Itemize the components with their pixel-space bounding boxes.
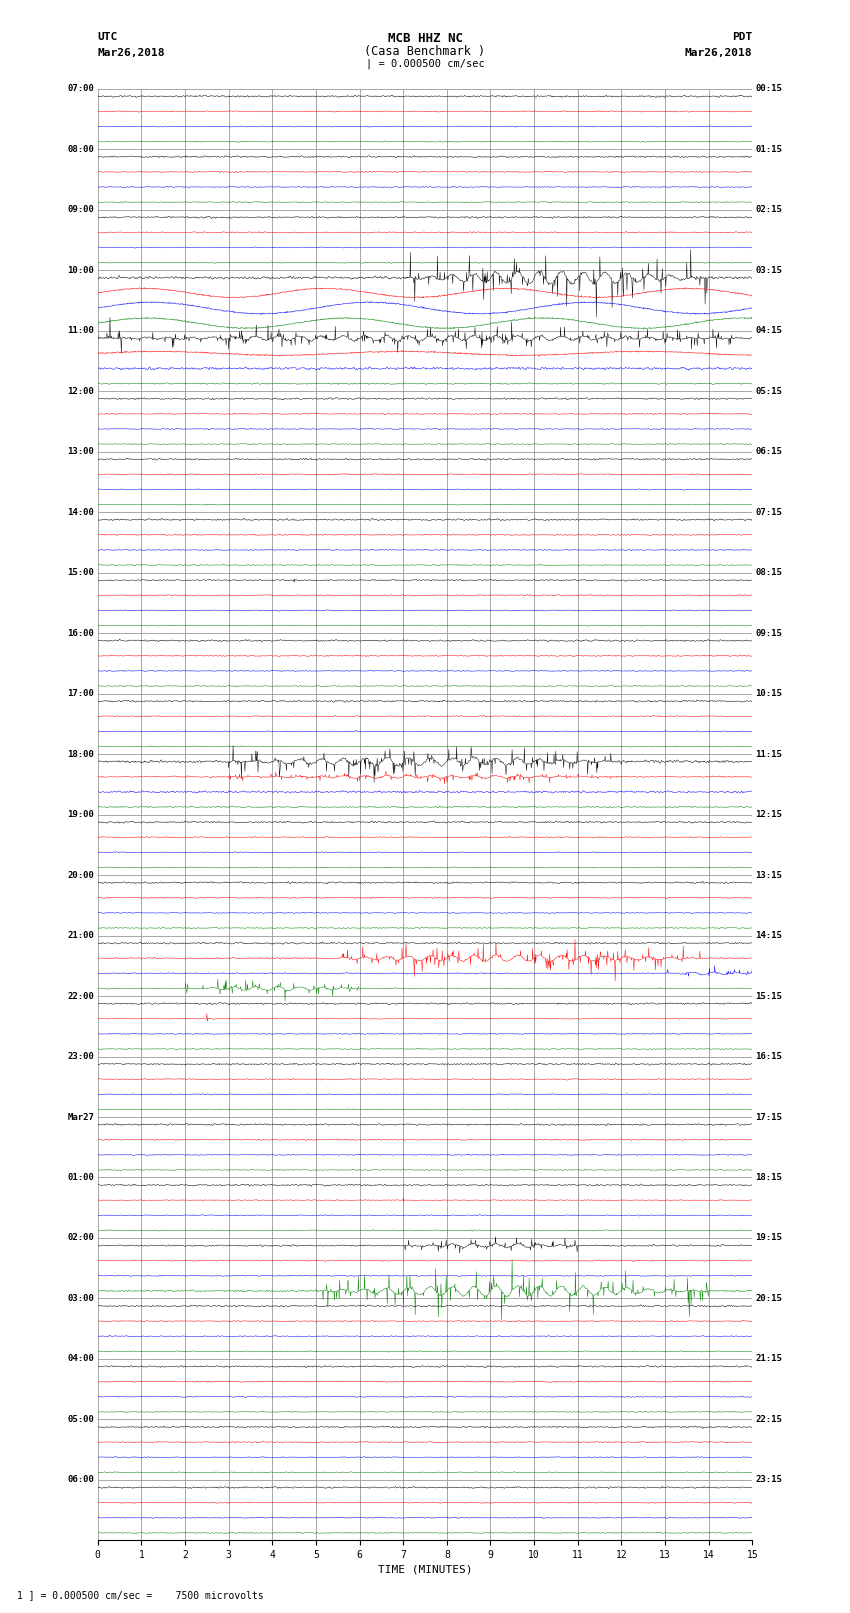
Text: 18:00: 18:00 [68, 750, 94, 758]
Text: 06:00: 06:00 [68, 1476, 94, 1484]
Text: 15:00: 15:00 [68, 568, 94, 577]
X-axis label: TIME (MINUTES): TIME (MINUTES) [377, 1565, 473, 1574]
Text: 16:15: 16:15 [756, 1052, 782, 1061]
Text: UTC: UTC [98, 32, 118, 42]
Text: 10:00: 10:00 [68, 266, 94, 274]
Text: 19:15: 19:15 [756, 1234, 782, 1242]
Text: 09:15: 09:15 [756, 629, 782, 637]
Text: 18:15: 18:15 [756, 1173, 782, 1182]
Text: 14:15: 14:15 [756, 931, 782, 940]
Text: Mar27: Mar27 [68, 1113, 94, 1121]
Text: 16:00: 16:00 [68, 629, 94, 637]
Text: 10:15: 10:15 [756, 689, 782, 698]
Text: PDT: PDT [732, 32, 752, 42]
Text: | = 0.000500 cm/sec: | = 0.000500 cm/sec [366, 58, 484, 69]
Text: 02:15: 02:15 [756, 205, 782, 215]
Text: 1 ] = 0.000500 cm/sec =    7500 microvolts: 1 ] = 0.000500 cm/sec = 7500 microvolts [17, 1590, 264, 1600]
Text: MCB HHZ NC: MCB HHZ NC [388, 32, 462, 45]
Text: 23:15: 23:15 [756, 1476, 782, 1484]
Text: (Casa Benchmark ): (Casa Benchmark ) [365, 45, 485, 58]
Text: 07:15: 07:15 [756, 508, 782, 516]
Text: 23:00: 23:00 [68, 1052, 94, 1061]
Text: 17:15: 17:15 [756, 1113, 782, 1121]
Text: Mar26,2018: Mar26,2018 [98, 48, 165, 58]
Text: 07:00: 07:00 [68, 84, 94, 94]
Text: 22:00: 22:00 [68, 992, 94, 1000]
Text: 04:15: 04:15 [756, 326, 782, 336]
Text: 00:15: 00:15 [756, 84, 782, 94]
Text: 12:15: 12:15 [756, 810, 782, 819]
Text: 11:15: 11:15 [756, 750, 782, 758]
Text: 06:15: 06:15 [756, 447, 782, 456]
Text: 20:15: 20:15 [756, 1294, 782, 1303]
Text: 19:00: 19:00 [68, 810, 94, 819]
Text: 21:15: 21:15 [756, 1355, 782, 1363]
Text: 03:00: 03:00 [68, 1294, 94, 1303]
Text: 11:00: 11:00 [68, 326, 94, 336]
Text: 05:15: 05:15 [756, 387, 782, 395]
Text: 15:15: 15:15 [756, 992, 782, 1000]
Text: 01:00: 01:00 [68, 1173, 94, 1182]
Text: 13:00: 13:00 [68, 447, 94, 456]
Text: 21:00: 21:00 [68, 931, 94, 940]
Text: 17:00: 17:00 [68, 689, 94, 698]
Text: 09:00: 09:00 [68, 205, 94, 215]
Text: 05:00: 05:00 [68, 1415, 94, 1424]
Text: 22:15: 22:15 [756, 1415, 782, 1424]
Text: 14:00: 14:00 [68, 508, 94, 516]
Text: 12:00: 12:00 [68, 387, 94, 395]
Text: 02:00: 02:00 [68, 1234, 94, 1242]
Text: 03:15: 03:15 [756, 266, 782, 274]
Text: 08:15: 08:15 [756, 568, 782, 577]
Text: 20:00: 20:00 [68, 871, 94, 879]
Text: 04:00: 04:00 [68, 1355, 94, 1363]
Text: Mar26,2018: Mar26,2018 [685, 48, 752, 58]
Text: 08:00: 08:00 [68, 145, 94, 153]
Text: 13:15: 13:15 [756, 871, 782, 879]
Text: 01:15: 01:15 [756, 145, 782, 153]
